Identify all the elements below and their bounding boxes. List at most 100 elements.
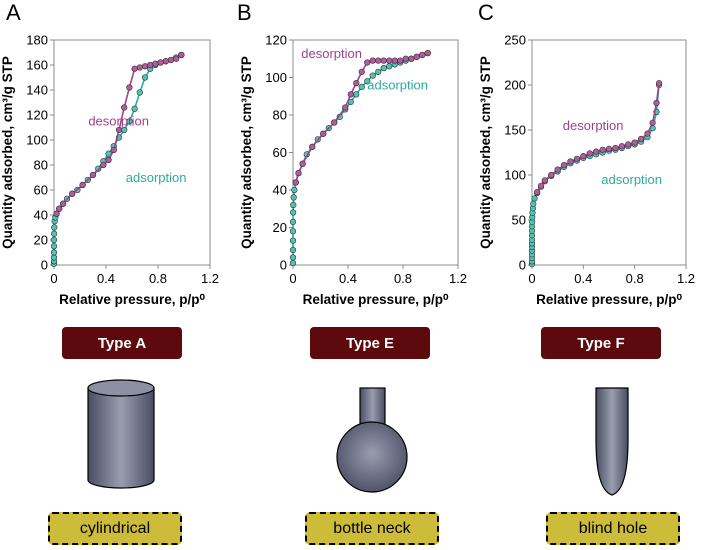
- desorption-point: [631, 139, 638, 146]
- desorption-point: [53, 210, 60, 217]
- adsorption-point: [290, 209, 297, 216]
- y-tick-label: 100: [26, 133, 48, 148]
- desorption-point: [59, 200, 67, 207]
- panel-letter-b: B: [237, 0, 252, 25]
- adsorption-point: [289, 218, 297, 225]
- desorption-point: [69, 190, 76, 197]
- desorption-point: [299, 160, 306, 167]
- desorption-point: [560, 162, 568, 169]
- y-tick-label: 160: [26, 58, 48, 73]
- adsorption-point: [380, 65, 387, 72]
- desorption-point: [599, 146, 606, 153]
- desorption-point: [309, 143, 316, 150]
- desorption-point: [548, 171, 555, 179]
- desorption-point: [295, 170, 302, 177]
- y-tick-label: 200: [504, 78, 526, 93]
- adsorption-point: [289, 246, 297, 254]
- desorption-point: [402, 55, 409, 62]
- x-tick-label: 0: [528, 271, 535, 286]
- y-tick-label: 120: [26, 108, 48, 123]
- x-tick-label: 0: [289, 271, 296, 286]
- desorption-point: [331, 119, 338, 126]
- desorption-point: [369, 57, 376, 64]
- desorption-point: [121, 104, 128, 111]
- adsorption-point: [369, 72, 376, 79]
- plot-frame: [53, 39, 211, 266]
- desorption-point: [612, 144, 619, 152]
- y-tick-label: 100: [504, 168, 526, 183]
- x-tick-label: 1.2: [449, 271, 467, 286]
- desorption-point: [586, 150, 593, 157]
- adsorption-annotation: adsorption: [367, 78, 428, 93]
- y-tick-label: 40: [34, 208, 48, 223]
- desorption-annotation: desorption: [88, 114, 149, 129]
- desorption-point: [644, 130, 651, 137]
- y-tick-label: 40: [273, 183, 287, 198]
- desorption-point: [364, 59, 371, 66]
- desorption-point: [342, 104, 349, 111]
- y-tick-label: 180: [26, 33, 48, 48]
- desorption-point: [567, 158, 574, 165]
- x-tick-label: 0: [50, 271, 57, 286]
- adsorption-point: [289, 237, 297, 244]
- adsorption-point: [290, 194, 297, 201]
- chart-2: 0 50 100 150 200 250 0 0.4 0.8 1.2 Relative pressu…: [478, 33, 695, 308]
- adsorption-point: [126, 118, 133, 125]
- adsorption-point: [290, 201, 297, 209]
- desorption-point: [56, 205, 63, 212]
- desorption-point: [110, 146, 117, 154]
- adsorption-point: [136, 89, 143, 96]
- adsorption-point: [50, 236, 58, 244]
- desorption-point: [419, 51, 426, 59]
- adsorption-point: [531, 195, 538, 202]
- y-tick-label: 20: [273, 220, 287, 235]
- y-tick-label: 100: [265, 70, 287, 85]
- desorption-point: [580, 153, 587, 160]
- desorption-point: [618, 143, 625, 150]
- y-tick-label: 20: [34, 233, 48, 248]
- desorption-point: [353, 80, 360, 87]
- desorption-point: [358, 68, 365, 75]
- shape-label-cylindrical: cylindrical: [48, 512, 182, 545]
- y-tick-label: 50: [512, 213, 526, 228]
- adsorption-point: [141, 74, 149, 81]
- blind-hole-icon: [595, 387, 629, 496]
- plot-frame: [531, 39, 687, 266]
- x-tick-label: 0.4: [574, 271, 592, 286]
- y-axis-label: Quantity adsorbed, cm³/g STP: [239, 56, 254, 249]
- desorption-point: [292, 179, 299, 186]
- type-badge-a: Type A: [62, 327, 182, 359]
- adsorption-annotation: adsorption: [126, 170, 187, 185]
- y-axis-label: Quantity adsorbed, cm³/g STP: [478, 56, 493, 249]
- cylinder-icon: [87, 379, 155, 489]
- desorption-point: [178, 51, 185, 59]
- desorption-point: [573, 155, 581, 162]
- y-tick-label: 140: [26, 83, 48, 98]
- shape-label-blind-hole: blind hole: [546, 512, 680, 545]
- desorption-point: [89, 171, 97, 179]
- y-tick-label: 0: [41, 258, 48, 273]
- x-tick-label: 0.8: [394, 271, 412, 286]
- desorption-point: [534, 189, 541, 196]
- type-badge-e: Type E: [310, 327, 430, 359]
- x-axis-label: Relative pressure, p/p⁰: [536, 292, 682, 307]
- y-tick-label: 60: [34, 183, 48, 198]
- adsorption-point: [289, 228, 297, 235]
- desorption-point: [637, 135, 645, 143]
- desorption-point: [605, 145, 613, 152]
- desorption-point: [653, 99, 660, 107]
- adsorption-point: [51, 224, 58, 231]
- x-tick-label: 0.4: [97, 271, 115, 286]
- desorption-point: [115, 126, 123, 134]
- y-tick-label: 150: [504, 123, 526, 138]
- y-tick-label: 0: [280, 258, 287, 273]
- y-tick-label: 80: [273, 108, 287, 123]
- desorption-point: [649, 119, 656, 126]
- adsorption-annotation: adsorption: [601, 172, 662, 187]
- x-tick-label: 0.8: [626, 271, 644, 286]
- desorption-point: [79, 181, 86, 189]
- isotherm-charts: 0 20 40 60 80 100 120 140 160 180 0 0.4 0.8 1.2 Relati…: [0, 33, 695, 308]
- adsorption-point: [95, 165, 102, 172]
- x-tick-label: 0.8: [149, 271, 167, 286]
